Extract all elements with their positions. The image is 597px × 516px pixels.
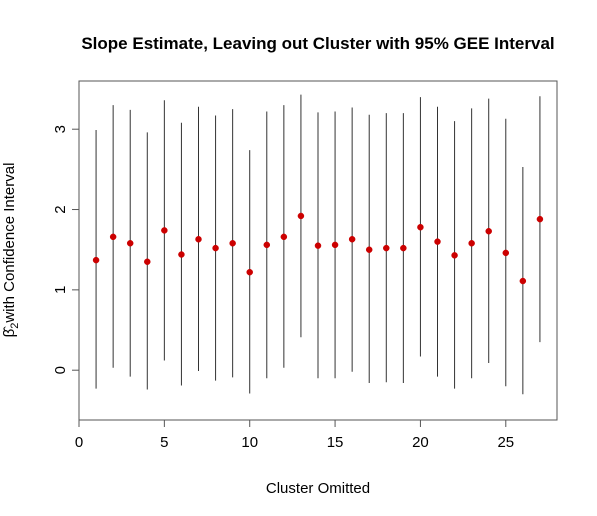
estimate-point [297, 212, 305, 220]
estimate-point [434, 238, 441, 245]
estimate-point [126, 240, 134, 247]
y-tick-label: 1 [52, 286, 69, 294]
estimate-point [212, 244, 219, 252]
y-axis-label-subscript: 2 [9, 323, 21, 329]
estimate-point [383, 244, 390, 252]
x-tick-label: 10 [241, 434, 258, 451]
y-tick-label: 2 [52, 205, 69, 213]
estimate-point [417, 223, 424, 231]
estimate-points [92, 212, 544, 285]
estimate-point [468, 240, 475, 247]
x-tick-label: 5 [160, 434, 168, 451]
x-tick-label: 0 [75, 434, 83, 451]
estimate-point [519, 277, 527, 285]
y-tick-label: 3 [52, 125, 69, 133]
estimate-point [400, 244, 407, 252]
x-axis-label: Cluster Omitted [266, 480, 370, 497]
estimate-point [331, 241, 339, 249]
estimate-point [502, 249, 510, 257]
x-tick-label: 20 [412, 434, 429, 451]
estimate-point [314, 242, 322, 249]
plot-frame [78, 80, 558, 421]
estimate-point [246, 268, 253, 276]
y-axis-label-symbol: β̂ [1, 326, 18, 338]
estimate-point [348, 236, 356, 243]
x-tick-label: 25 [497, 434, 514, 451]
estimate-point [229, 240, 236, 247]
estimate-point [263, 241, 271, 249]
estimate-point [144, 258, 151, 265]
estimate-point [195, 236, 202, 243]
y-axis: 0 1 2 3 [52, 125, 79, 374]
estimate-point [451, 252, 458, 259]
estimate-point [109, 233, 117, 241]
estimate-point [485, 227, 492, 235]
x-axis: 0 5 10 15 20 25 [75, 420, 514, 451]
y-axis-label: β̂2with Confidence Interval [1, 163, 21, 338]
y-tick-label: 0 [52, 366, 69, 374]
y-axis-label-text: with Confidence Interval [1, 163, 18, 324]
x-tick-label: 15 [327, 434, 344, 451]
estimate-point [92, 256, 100, 264]
chart-title: Slope Estimate, Leaving out Cluster with… [81, 34, 554, 53]
svg-text:β̂2with Confidence Interval: β̂2with Confidence Interval [1, 163, 21, 338]
estimate-point [178, 251, 185, 258]
estimate-point [280, 233, 288, 241]
estimate-point [365, 246, 373, 253]
estimate-point [161, 227, 168, 234]
estimate-point [536, 215, 544, 223]
